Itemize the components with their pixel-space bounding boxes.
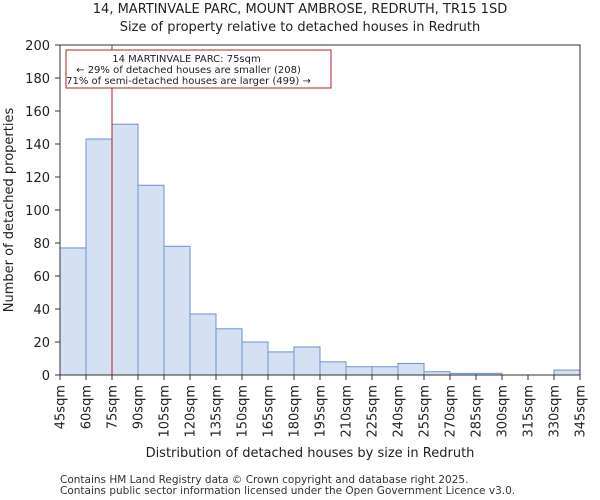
y-tick-label: 40 (33, 303, 50, 318)
x-tick-label: 210sqm (340, 385, 355, 438)
x-tick-label: 330sqm (548, 385, 563, 438)
x-axis-label: Distribution of detached houses by size … (146, 446, 475, 461)
x-tick-label: 345sqm (574, 385, 589, 438)
bar-75sqm (111, 123, 139, 376)
x-tick-label: 240sqm (392, 385, 407, 438)
y-axis-label: Number of detached properties (2, 108, 17, 313)
y-tick-label: 80 (33, 237, 50, 252)
y-tick-label: 20 (33, 336, 50, 351)
x-tick-label: 255sqm (418, 385, 433, 438)
property-annotation: 14 MARTINVALE PARC: 75sqm ← 29% of detac… (65, 49, 332, 89)
bars (59, 123, 581, 376)
bar-225sqm (371, 366, 399, 376)
bar-165sqm (267, 351, 295, 376)
bar-150sqm (241, 341, 269, 376)
bar-240sqm (397, 362, 425, 376)
x-tick-label: 45sqm (54, 385, 69, 429)
x-tick-label: 300sqm (496, 385, 511, 438)
bar-45sqm (59, 247, 87, 376)
x-tick-label: 105sqm (158, 385, 173, 438)
x-tick-label: 270sqm (444, 385, 459, 438)
footer-line-1: Contains HM Land Registry data © Crown c… (60, 474, 468, 486)
y-tick-label: 120 (25, 171, 50, 186)
x-tick-label: 135sqm (210, 385, 225, 438)
x-tick-label: 225sqm (366, 385, 381, 438)
chart-subtitle: Size of property relative to detached ho… (120, 20, 480, 35)
y-tick-label: 200 (25, 39, 50, 54)
x-tick-label: 150sqm (236, 385, 251, 438)
x-tick-label: 285sqm (470, 385, 485, 438)
y-tick-label: 60 (33, 270, 50, 285)
x-tick-label: 315sqm (522, 385, 537, 438)
y-tick-label: 100 (25, 204, 50, 219)
bar-330sqm (553, 369, 581, 376)
bar-60sqm (85, 138, 113, 376)
bar-90sqm (137, 184, 165, 376)
bar-195sqm (319, 361, 347, 376)
y-tick-label: 140 (25, 138, 50, 153)
footer-line-2: Contains public sector information licen… (60, 485, 515, 497)
bar-120sqm (189, 313, 217, 376)
bar-135sqm (215, 328, 243, 376)
y-tick-label: 0 (42, 369, 50, 384)
annotation-line-3: 71% of semi-detached houses are larger (… (66, 76, 311, 87)
annotation-box (65, 49, 332, 89)
bar-210sqm (345, 366, 373, 376)
x-tick-label: 165sqm (262, 385, 277, 438)
bar-105sqm (163, 245, 191, 376)
x-tick-label: 180sqm (288, 385, 303, 438)
x-tick-label: 60sqm (80, 385, 95, 429)
annotation-line-1: 14 MARTINVALE PARC: 75sqm (112, 54, 260, 65)
y-tick-label: 160 (25, 105, 50, 120)
x-tick-label: 90sqm (132, 385, 147, 429)
x-tick-label: 75sqm (106, 385, 121, 429)
chart-title: 14, MARTINVALE PARC, MOUNT AMBROSE, REDR… (93, 2, 507, 17)
x-tick-label: 195sqm (314, 385, 329, 438)
annotation-line-2: ← 29% of detached houses are smaller (20… (76, 65, 301, 76)
x-axis-ticks: 45sqm 60sqm 75sqm 90sqm 105sqm 120sqm 135sqm 15… (54, 375, 589, 438)
bar-180sqm (293, 346, 321, 376)
y-tick-label: 180 (25, 72, 50, 87)
x-tick-label: 120sqm (184, 385, 199, 438)
y-axis-ticks: 0 20 40 60 80 100 120 140 160 180 200 (25, 39, 60, 384)
